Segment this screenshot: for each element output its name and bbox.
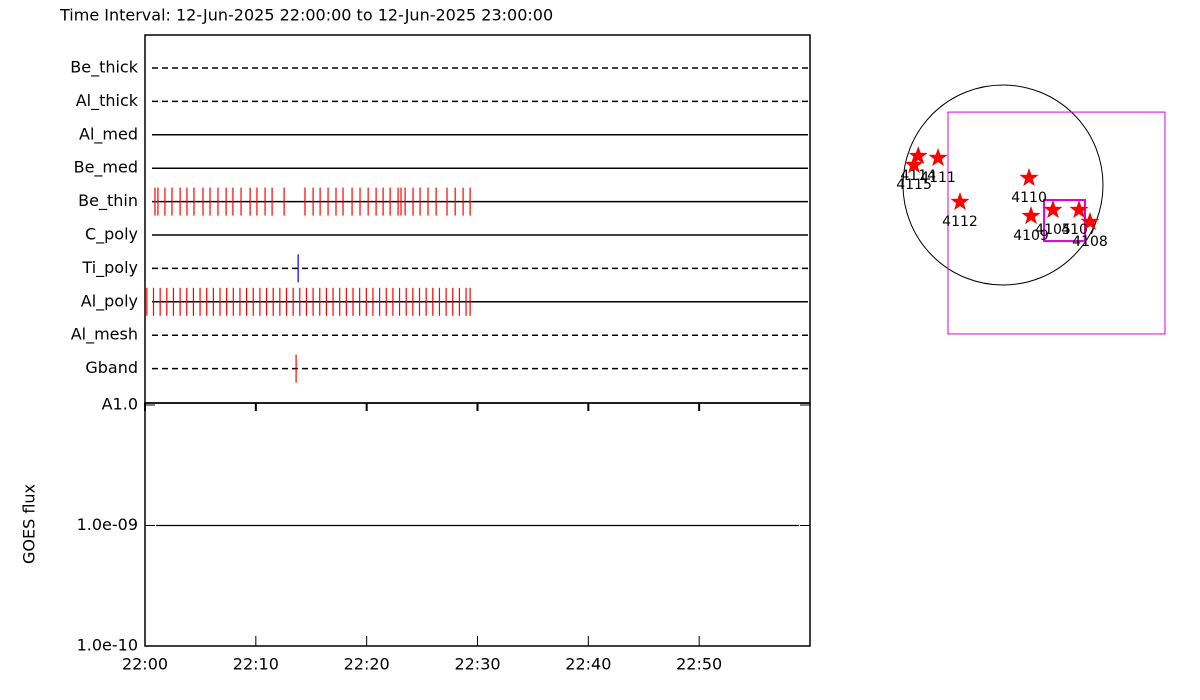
x-tick-label: 22:50 — [676, 655, 722, 674]
row-label: Be_thick — [70, 58, 138, 78]
x-tick-label: 22:40 — [565, 655, 611, 674]
region-star — [928, 148, 948, 167]
row-label: Gband — [85, 358, 138, 377]
region-star — [908, 146, 928, 165]
row-label: Al_thick — [76, 91, 139, 111]
y-tick-label: 1.0e-09 — [77, 515, 138, 534]
region-label: 4109 — [1013, 228, 1049, 244]
row-label: Al_mesh — [71, 325, 138, 345]
region-label: 4111 — [920, 170, 956, 186]
row-label: Ti_poly — [81, 258, 138, 278]
x-tick-label: 22:00 — [122, 655, 168, 674]
row-label: Al_poly — [81, 291, 138, 311]
region-star — [950, 192, 970, 211]
x-tick-label: 22:30 — [454, 655, 500, 674]
region-label: 4108 — [1072, 234, 1108, 250]
region-star — [904, 155, 924, 174]
x-tick-label: 22:20 — [344, 655, 390, 674]
x-tick-label: 22:10 — [233, 655, 279, 674]
row-label: Al_med — [79, 124, 138, 144]
row-label: Be_thin — [78, 191, 138, 211]
region-star — [1043, 200, 1063, 219]
row-label: Be_med — [74, 158, 138, 178]
region-star — [1069, 200, 1089, 219]
region-label: 4105 — [1035, 222, 1071, 238]
y-tick-label: 1.0e-10 — [77, 636, 138, 655]
region-label: 4112 — [942, 214, 978, 230]
region-label: 4110 — [1011, 190, 1047, 206]
row-label: C_poly — [85, 225, 138, 245]
region-star — [1080, 212, 1100, 231]
chart-title: Time Interval: 12-Jun-2025 22:00:00 to 1… — [59, 6, 553, 25]
field-of-view — [947, 111, 1166, 335]
region-star — [1021, 206, 1041, 225]
solar-limb — [902, 84, 1104, 286]
region-star — [1019, 168, 1039, 187]
timeline-frame — [144, 34, 811, 404]
region-label: 4115 — [896, 177, 932, 193]
y-axis-label: GOES flux — [20, 484, 39, 564]
y-tick-label: A1.0 — [102, 395, 138, 414]
goes-frame — [144, 402, 811, 647]
